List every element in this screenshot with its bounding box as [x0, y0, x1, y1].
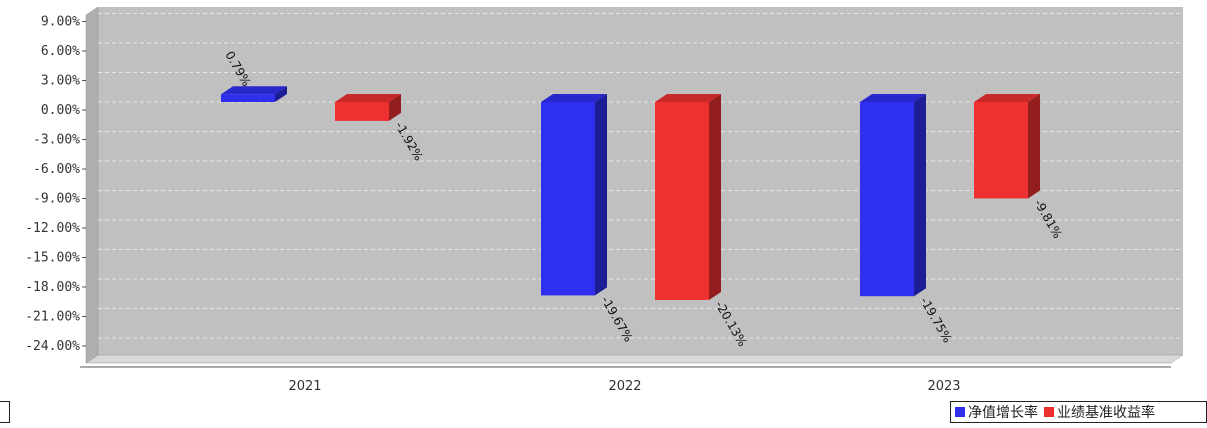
bar-front — [974, 102, 1028, 199]
bar-front — [655, 102, 709, 300]
y-tick-label: -12.00% — [25, 221, 80, 236]
bar-side — [709, 94, 721, 300]
legend-label-nav: 净值增长率 — [968, 405, 1038, 421]
y-tick-label: 9.00% — [41, 15, 80, 30]
bar-side — [914, 94, 926, 297]
y-tick-label: -6.00% — [33, 162, 80, 177]
bar-side — [389, 94, 401, 121]
x-tick-label: 2022 — [608, 379, 641, 394]
x-axis: 2021 2022 2023 — [288, 379, 960, 394]
x-tick-label: 2021 — [288, 379, 321, 394]
bar-top — [655, 94, 721, 102]
y-tick-label: -9.00% — [33, 192, 80, 207]
bar-top — [860, 94, 926, 102]
y-tick-label: -3.00% — [33, 133, 80, 148]
legend-item-nav: 净值增长率 — [955, 402, 1038, 422]
y-tick-label: 6.00% — [41, 44, 80, 59]
y-tick-label: -15.00% — [25, 251, 80, 266]
legend-swatch-nav — [955, 407, 965, 417]
bar-front — [860, 102, 914, 297]
bar — [860, 94, 926, 297]
legend-swatch-benchmark — [1044, 407, 1054, 417]
floor — [85, 354, 1184, 364]
bar — [974, 94, 1040, 199]
bar — [655, 94, 721, 300]
bar-side — [275, 86, 287, 102]
bar — [335, 94, 401, 121]
bar-top — [541, 94, 607, 102]
bar-top — [221, 86, 287, 95]
y-axis: 9.00% 6.00% 3.00% 0.00% -3.00% -6.00% -9.00% -1… — [25, 15, 86, 354]
bar-front — [335, 102, 389, 121]
y-tick-label: 0.00% — [41, 103, 80, 118]
side-wall — [85, 6, 99, 364]
bar-top — [335, 94, 401, 102]
y-tick-label: -18.00% — [25, 280, 80, 295]
bar — [221, 86, 287, 102]
bar-side — [1028, 94, 1040, 199]
legend: 净值增长率 业绩基准收益率 — [950, 401, 1207, 423]
bar — [541, 94, 607, 296]
y-tick-label: -21.00% — [25, 310, 80, 325]
legend-stub — [0, 401, 10, 423]
y-tick-label: -24.00% — [25, 339, 80, 354]
x-tick-label: 2023 — [927, 379, 960, 394]
bar-side — [595, 94, 607, 296]
legend-label-benchmark: 业绩基准收益率 — [1057, 405, 1155, 421]
legend-item-benchmark: 业绩基准收益率 — [1044, 402, 1155, 422]
bar-top — [974, 94, 1040, 102]
y-tick-label: 3.00% — [41, 74, 80, 89]
bar-front — [541, 102, 595, 296]
bar-front — [221, 94, 275, 102]
bars — [221, 86, 1040, 300]
